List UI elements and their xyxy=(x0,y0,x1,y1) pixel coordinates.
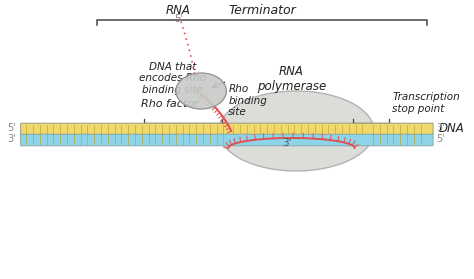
Text: Transcription
stop point: Transcription stop point xyxy=(392,92,460,114)
Text: Rho factor: Rho factor xyxy=(141,99,199,109)
Text: Terminator: Terminator xyxy=(228,4,296,17)
Ellipse shape xyxy=(176,73,227,109)
Text: 3': 3' xyxy=(282,138,292,148)
Text: 3': 3' xyxy=(7,134,16,144)
FancyBboxPatch shape xyxy=(20,123,433,135)
Text: 5': 5' xyxy=(7,123,16,133)
Text: 3': 3' xyxy=(436,123,445,133)
Text: DNA that
encodes Rho
binding site: DNA that encodes Rho binding site xyxy=(139,62,207,95)
Text: 5': 5' xyxy=(174,14,183,24)
FancyBboxPatch shape xyxy=(20,134,433,146)
Text: 5': 5' xyxy=(436,134,445,144)
Text: RNA
polymerase: RNA polymerase xyxy=(257,65,326,93)
Text: Rho
binding
site: Rho binding site xyxy=(228,84,267,117)
Text: RNA: RNA xyxy=(165,4,190,17)
Ellipse shape xyxy=(219,91,374,171)
Text: DNA: DNA xyxy=(439,121,465,134)
